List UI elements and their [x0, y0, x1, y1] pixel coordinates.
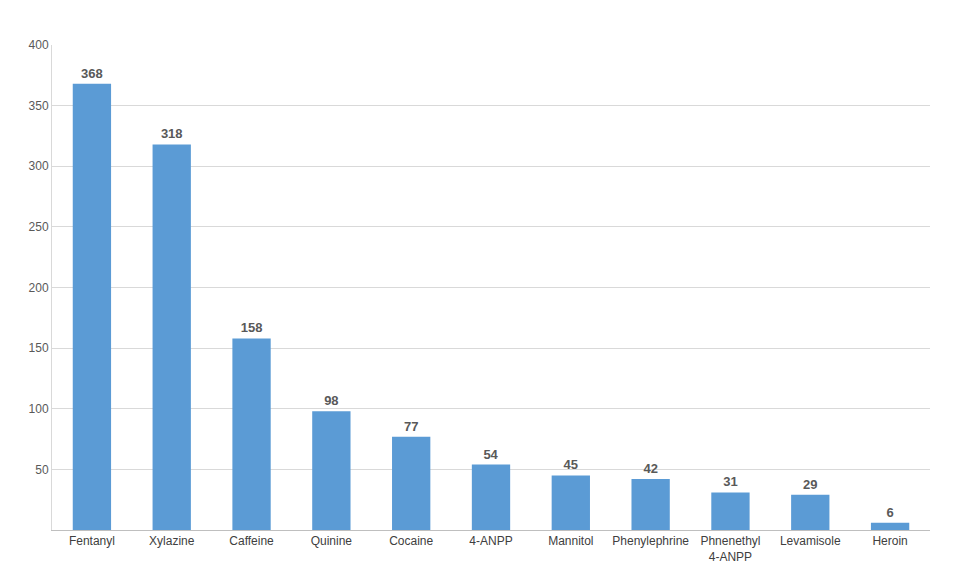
- svg-text:Heroin: Heroin: [872, 534, 907, 548]
- svg-text:77: 77: [404, 419, 418, 434]
- svg-text:Mannitol: Mannitol: [548, 534, 593, 548]
- svg-text:250: 250: [29, 220, 49, 234]
- svg-text:4-ANPP: 4-ANPP: [469, 534, 512, 548]
- svg-text:Fentanyl: Fentanyl: [69, 534, 115, 548]
- svg-text:158: 158: [241, 320, 263, 335]
- svg-text:368: 368: [81, 66, 103, 81]
- svg-text:Levamisole: Levamisole: [780, 534, 841, 548]
- svg-text:Quinine: Quinine: [311, 534, 353, 548]
- svg-text:100: 100: [29, 402, 49, 416]
- svg-text:Caffeine: Caffeine: [229, 534, 274, 548]
- svg-text:300: 300: [29, 159, 49, 173]
- svg-text:Phenylephrine: Phenylephrine: [612, 534, 689, 548]
- svg-text:318: 318: [161, 126, 183, 141]
- svg-text:Xylazine: Xylazine: [149, 534, 195, 548]
- svg-text:29: 29: [803, 477, 817, 492]
- svg-text:200: 200: [29, 281, 49, 295]
- svg-text:400: 400: [29, 38, 49, 52]
- svg-text:Phnenethyl4-ANPP: Phnenethyl4-ANPP: [700, 534, 760, 564]
- svg-text:42: 42: [643, 461, 657, 476]
- svg-text:150: 150: [29, 341, 49, 355]
- svg-text:6: 6: [886, 505, 893, 520]
- svg-text:350: 350: [29, 99, 49, 113]
- svg-text:50: 50: [35, 463, 49, 477]
- svg-text:45: 45: [564, 457, 578, 472]
- svg-text:54: 54: [483, 447, 498, 462]
- svg-text:Cocaine: Cocaine: [389, 534, 433, 548]
- svg-text:31: 31: [723, 474, 737, 489]
- svg-text:98: 98: [324, 393, 338, 408]
